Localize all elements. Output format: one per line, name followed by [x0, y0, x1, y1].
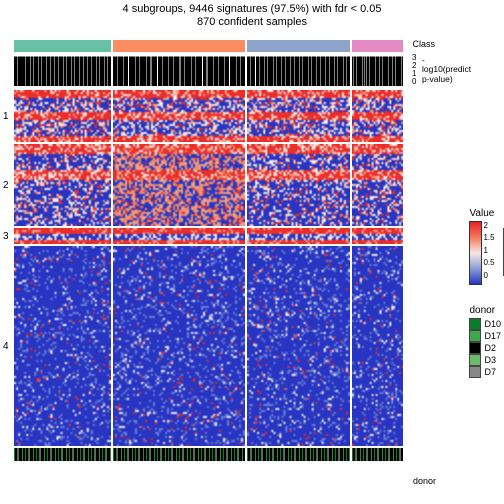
donor-annotation-bar: [14, 448, 409, 461]
donor-axis-label: donor: [413, 476, 436, 486]
row-label: 4: [3, 341, 9, 352]
legend-label: D3: [484, 355, 496, 365]
row-label: 2: [3, 180, 9, 191]
row-label: 3: [3, 231, 9, 242]
heatmap-block: [352, 228, 403, 244]
legend-swatch: [469, 366, 481, 378]
donor-segment: [113, 448, 245, 461]
pvalue-segment: [14, 54, 111, 86]
class-annotation-bar: [14, 40, 409, 52]
heatmap-block: [113, 246, 245, 446]
heatmap-block: [352, 144, 403, 226]
class-segment: [247, 40, 350, 52]
figure-subtitle: 870 confident samples: [0, 15, 504, 28]
legend-item: D3: [469, 354, 501, 366]
heatmap-block: [14, 90, 111, 142]
colorbar: [469, 221, 482, 285]
legend-item: D10: [469, 318, 501, 330]
donor-segment: [352, 448, 403, 461]
heatmap-column: [113, 90, 245, 446]
class-segment: [113, 40, 245, 52]
pvalue-segment: [247, 54, 350, 86]
heatmap-block: [352, 90, 403, 142]
figure-root: 4 subgroups, 9446 signatures (97.5%) wit…: [0, 0, 504, 504]
heatmap-block: [113, 144, 245, 226]
heatmap-block: [113, 228, 245, 244]
plot-area: Class 3 2 1 0 -log10(predict p-value) do…: [14, 40, 409, 485]
heatmap-block: [14, 228, 111, 244]
legend-label: D17: [484, 331, 501, 341]
heatmap-block: [113, 90, 245, 142]
colorbar-title: Value: [469, 208, 501, 219]
donor-legend-title: donor: [469, 305, 501, 316]
heatmap-block: [14, 144, 111, 226]
class-axis-label: Class: [412, 39, 435, 49]
heatmap-block: [247, 90, 350, 142]
legend-swatch: [469, 318, 481, 330]
pvalue-axis: 3 2 1 0: [412, 54, 416, 86]
heatmap-block: [14, 246, 111, 446]
legend-swatch: [469, 354, 481, 366]
legend-item: D7: [469, 366, 501, 378]
pvalue-bar: [14, 54, 409, 86]
heatmap-block: [247, 246, 350, 446]
heatmap-column: [352, 90, 403, 446]
donor-legend: D10 D17 D2 D3 D7: [469, 318, 501, 378]
pvalue-segment: [352, 54, 403, 86]
legend-swatch: [469, 342, 481, 354]
legend-label: D10: [484, 319, 501, 329]
heatmap: [14, 90, 409, 446]
legend-item: D17: [469, 330, 501, 342]
pvalue-segment: [113, 54, 245, 86]
colorbar-ticks: 2 1.5 1 0.5 0: [483, 222, 494, 284]
legend-item: D2: [469, 342, 501, 354]
heatmap-column: [247, 90, 350, 446]
heatmap-block: [247, 144, 350, 226]
donor-segment: [14, 448, 111, 461]
pvalue-label: -log10(predict p-value): [422, 56, 471, 84]
figure-title: 4 subgroups, 9446 signatures (97.5%) wit…: [0, 0, 504, 15]
heatmap-column: [14, 90, 111, 446]
legend-swatch: [469, 330, 481, 342]
row-label: 1: [3, 111, 9, 122]
legend-label: D7: [484, 367, 496, 377]
class-segment: [352, 40, 403, 52]
legend-label: D2: [484, 343, 496, 353]
heatmap-block: [352, 246, 403, 446]
heatmap-block: [247, 228, 350, 244]
donor-segment: [247, 448, 350, 461]
class-segment: [14, 40, 111, 52]
legend: Value 2 1.5 1 0.5 0 Class 1234 donor D10…: [469, 208, 501, 378]
